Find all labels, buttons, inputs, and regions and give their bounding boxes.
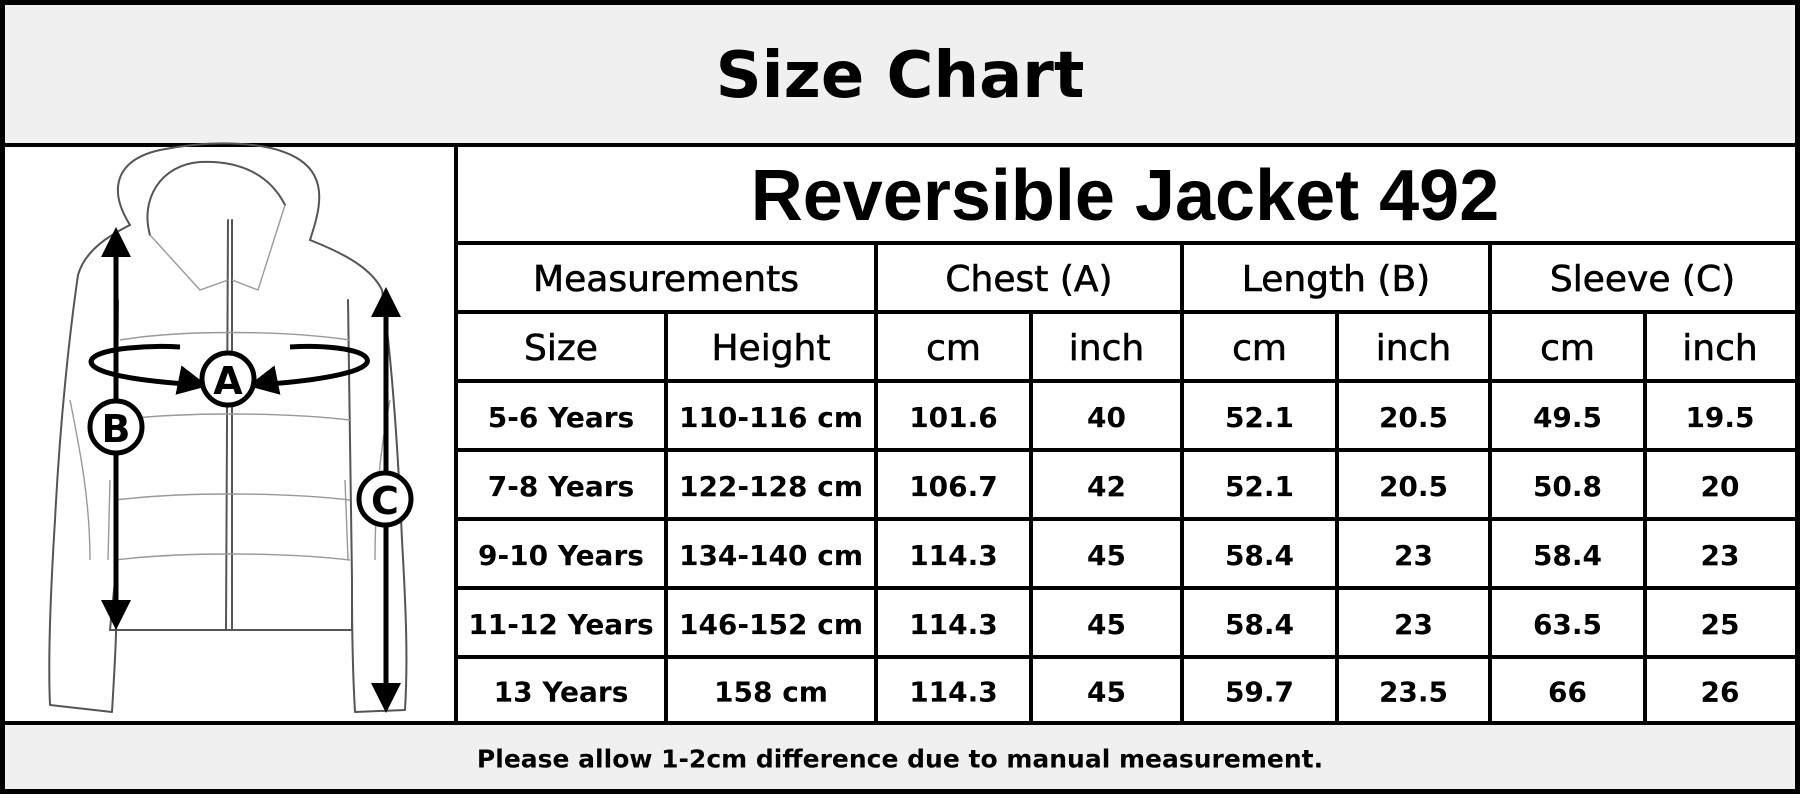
- table-cell: 66: [1548, 676, 1587, 709]
- column-header: cm: [1540, 328, 1595, 369]
- table-cell: 5-6 Years: [488, 401, 634, 434]
- table-cell: 25: [1701, 608, 1740, 641]
- group-header: Chest (A): [945, 259, 1112, 300]
- table-cell: 134-140 cm: [679, 539, 863, 572]
- table-cell: 40: [1087, 401, 1126, 434]
- table-cell: 114.3: [909, 676, 998, 709]
- column-header: cm: [926, 328, 981, 369]
- product-title: Reversible Jacket 492: [751, 156, 1500, 236]
- group-header: Length (B): [1242, 259, 1430, 300]
- table-cell: 122-128 cm: [679, 470, 863, 503]
- table-cell: 58.4: [1225, 608, 1294, 641]
- column-header: cm: [1232, 328, 1287, 369]
- column-header: inch: [1376, 328, 1451, 369]
- table-cell: 20: [1701, 470, 1740, 503]
- table-cell: 20.5: [1379, 401, 1448, 434]
- table-cell: 106.7: [909, 470, 998, 503]
- table-cell: 23.5: [1379, 676, 1448, 709]
- table-cell: 20.5: [1379, 470, 1448, 503]
- table-cell: 42: [1087, 470, 1126, 503]
- table-cell: 101.6: [909, 401, 998, 434]
- diagram-label: A: [213, 359, 243, 403]
- table-cell: 146-152 cm: [679, 608, 863, 641]
- footer-bar: [5, 725, 1795, 789]
- column-header: Size: [524, 328, 598, 369]
- table-cell: 45: [1087, 676, 1126, 709]
- table-cell: 58.4: [1225, 539, 1294, 572]
- table-cell: 26: [1701, 676, 1740, 709]
- column-header: inch: [1069, 328, 1144, 369]
- label-circle: [199, 350, 257, 408]
- column-header: Height: [711, 328, 830, 369]
- table-cell: 9-10 Years: [478, 539, 644, 572]
- diagram-label: C: [371, 479, 399, 523]
- table-cell: 23: [1701, 539, 1740, 572]
- group-header: Sleeve (C): [1550, 259, 1735, 300]
- table-cell: 158 cm: [714, 676, 828, 709]
- table-cell: 110-116 cm: [679, 401, 863, 434]
- table-cell: 19.5: [1685, 401, 1754, 434]
- table-cell: 58.4: [1533, 539, 1602, 572]
- table-cell: 45: [1087, 608, 1126, 641]
- diagram-label: B: [102, 407, 131, 451]
- page-title: Size Chart: [716, 39, 1085, 113]
- table-cell: 23: [1394, 539, 1433, 572]
- table-cell: 49.5: [1533, 401, 1602, 434]
- table-cell: 11-12 Years: [468, 608, 653, 641]
- table-cell: 52.1: [1225, 470, 1294, 503]
- table-cell: 45: [1087, 539, 1126, 572]
- table-cell: 13 Years: [494, 676, 629, 709]
- table-cell: 50.8: [1533, 470, 1602, 503]
- group-header: Measurements: [533, 259, 799, 300]
- table-cell: 114.3: [909, 539, 998, 572]
- table-cell: 7-8 Years: [488, 470, 634, 503]
- title-bar: [5, 5, 1795, 143]
- footer-note: Please allow 1-2cm difference due to man…: [477, 745, 1323, 774]
- table-cell: 114.3: [909, 608, 998, 641]
- table-cell: 52.1: [1225, 401, 1294, 434]
- column-header: inch: [1682, 328, 1757, 369]
- table-cell: 63.5: [1533, 608, 1602, 641]
- label-circle: [356, 470, 414, 528]
- label-circle: [87, 398, 145, 456]
- table-cell: 23: [1394, 608, 1433, 641]
- table-cell: 59.7: [1225, 676, 1294, 709]
